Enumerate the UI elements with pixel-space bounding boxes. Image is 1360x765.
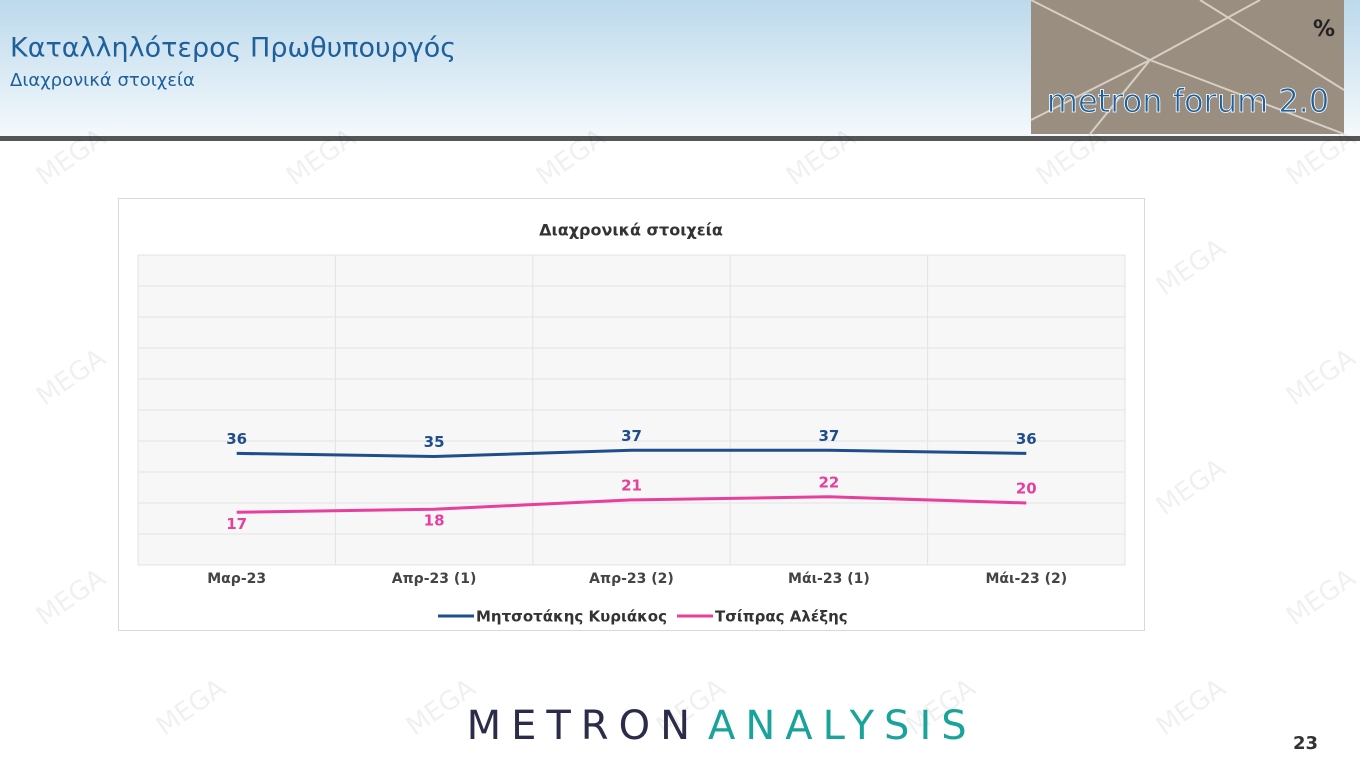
- brand-right: ANALYSIS: [708, 703, 977, 749]
- x-tick-label: Μάι-23 (1): [788, 571, 870, 587]
- x-tick-label: Απρ-23 (1): [392, 571, 477, 587]
- watermark: MEGA: [1151, 453, 1231, 522]
- slide-subtitle: Διαχρονικά στοιχεία: [10, 70, 195, 91]
- series-line: [236, 495, 1027, 514]
- watermark: MEGA: [31, 563, 111, 632]
- data-label: 21: [621, 476, 642, 494]
- data-label: 22: [818, 473, 839, 491]
- watermark: MEGA: [1151, 673, 1231, 742]
- data-label: 18: [424, 512, 445, 530]
- data-label: 17: [226, 515, 247, 533]
- chart-title: Διαχρονικά στοιχεία: [539, 221, 723, 240]
- data-label: 36: [1016, 430, 1037, 448]
- slide-title: Καταλληλότερος Πρωθυπουργός: [10, 33, 456, 64]
- unit-label: %: [1313, 17, 1335, 42]
- data-label: 36: [226, 430, 247, 448]
- watermark: MEGA: [1151, 233, 1231, 302]
- legend-label: Μητσοτάκης Κυριάκος: [476, 608, 667, 626]
- watermark: MEGA: [151, 673, 231, 742]
- watermark: MEGA: [31, 343, 111, 412]
- brand-left: METRON: [467, 703, 700, 749]
- watermark: MEGA: [1281, 343, 1360, 412]
- x-tick-label: Μάι-23 (2): [985, 571, 1067, 587]
- x-tick-label: Απρ-23 (2): [589, 571, 674, 587]
- data-label: 37: [621, 427, 642, 445]
- series-line: [236, 448, 1027, 459]
- logo-pattern: [1030, 0, 1345, 135]
- data-label: 37: [818, 427, 839, 445]
- data-label: 20: [1016, 480, 1037, 498]
- logo-text: metron forum 2.0: [1047, 82, 1329, 120]
- data-label: 35: [424, 433, 445, 451]
- x-tick-label: Μαρ-23: [207, 571, 266, 587]
- page-number: 23: [1293, 733, 1318, 754]
- logo-box: [1031, 0, 1344, 134]
- legend-label: Τσίπρας Αλέξης: [715, 608, 848, 626]
- watermark: MEGA: [1281, 563, 1360, 632]
- header-rule: [0, 136, 1360, 141]
